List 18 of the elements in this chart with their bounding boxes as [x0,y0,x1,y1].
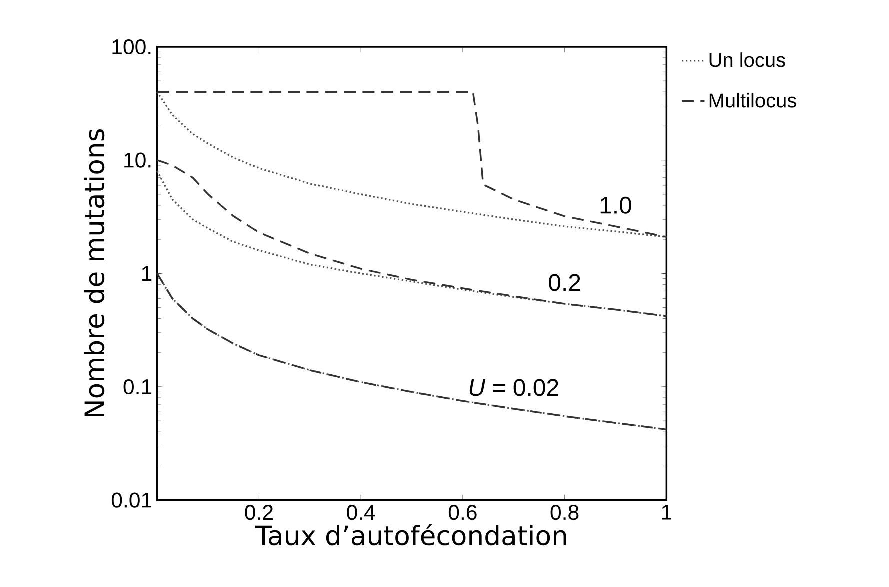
annotation: 1.0 [600,196,632,214]
annotation: 0.2 [549,274,580,292]
legend-label: Multilocus [710,93,796,108]
annotation: U = 0.02 [470,379,558,396]
y-tick-label: 0.01 [112,492,152,508]
x-tick-label: 0.4 [347,505,376,520]
y-tick-label: 0.1 [124,379,152,395]
y-tick-label: 100. [112,39,151,55]
x-tick-label: 0.6 [448,505,477,520]
legend-label: Un locus [710,52,786,68]
y-tick-label: 1 [142,266,152,281]
x-tick-label: 0.8 [550,505,579,520]
x-axis-title: Taux d’autofécondation [256,524,566,546]
y-axis-title: Nombre de mutations [84,130,105,416]
x-tick-label: 0.2 [245,505,273,520]
y-tick-label: 10. [124,152,151,168]
x-tick-label: 1 [662,505,672,520]
line-series [156,91,668,238]
